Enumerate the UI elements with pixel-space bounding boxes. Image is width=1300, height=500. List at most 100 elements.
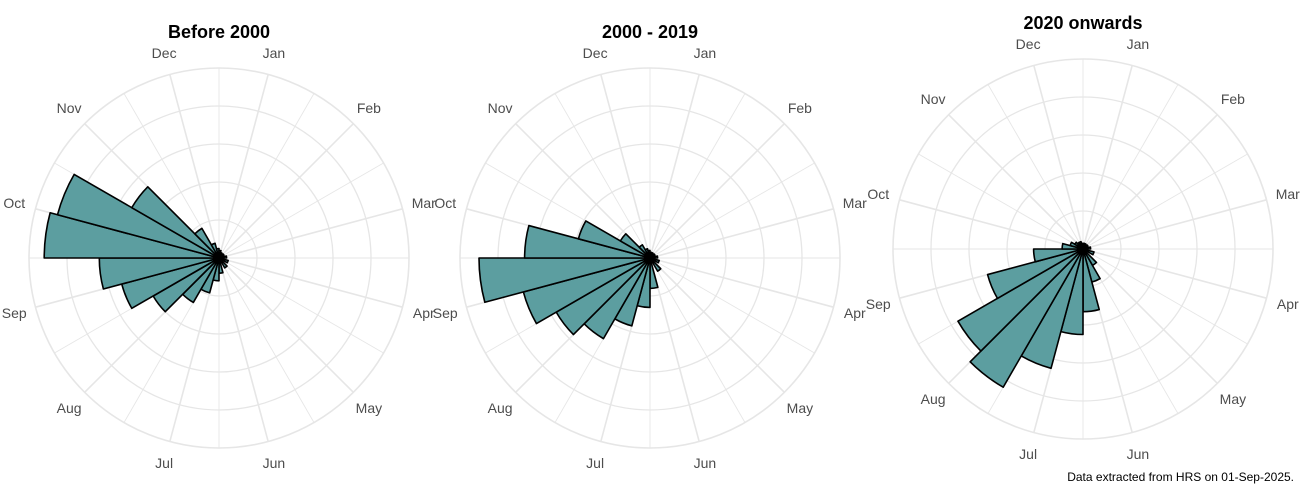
month-label-aug: Aug [57, 400, 82, 416]
bar-1-4 [218, 257, 228, 269]
grid-spoke-major [600, 74, 651, 259]
grid-spoke-minor [218, 257, 384, 354]
month-label-jun: Jun [1127, 446, 1150, 462]
grid-spoke-major [1082, 248, 1267, 299]
bar-3-11 [986, 248, 1084, 300]
grid-spoke-major [218, 257, 354, 393]
month-label-jul: Jul [586, 455, 604, 471]
month-label-sep: Sep [866, 296, 891, 312]
grid-spoke-minor [649, 257, 815, 354]
month-label-jan: Jan [694, 45, 717, 61]
bar-1-14 [130, 185, 220, 259]
month-label-jul: Jul [155, 455, 173, 471]
month-label-apr: Apr [844, 305, 866, 321]
bar-1-16 [210, 242, 220, 259]
month-label-may: May [1220, 391, 1246, 407]
data-source-note: Data extracted from HRS on 01-Sep-2025. [1067, 470, 1294, 484]
grid-spoke-minor [649, 257, 746, 423]
grid-spoke-major [218, 208, 403, 259]
bar-2-18 [649, 251, 653, 259]
grid-spoke-major [218, 74, 269, 259]
month-label-sep: Sep [2, 305, 27, 321]
month-label-mar: Mar [412, 195, 436, 211]
grid-spoke-major [1082, 199, 1267, 250]
month-label-sep: Sep [433, 305, 458, 321]
month-label-mar: Mar [843, 195, 867, 211]
bar-3-3 [1082, 248, 1095, 256]
polar-chart-3: Jan Feb Mar Apr May Jun Jul Aug Sep Oct Nov Dec 2020… [866, 13, 1300, 462]
chart-title-3: 2020 onwards [1023, 13, 1142, 33]
month-label-feb: Feb [357, 100, 381, 116]
month-label-oct: Oct [867, 186, 889, 202]
grid-spoke-major [649, 208, 834, 259]
bar-2-14 [619, 233, 651, 259]
month-label-nov: Nov [921, 91, 946, 107]
polar-chart-2: Jan Feb Mar Apr May Jun Jul Aug Sep Oct Nov Dec 2000… [433, 22, 867, 471]
grid-spoke-minor [218, 257, 315, 423]
month-label-may: May [787, 400, 813, 416]
month-label-apr: Apr [413, 305, 435, 321]
chart-title-2: 2000 - 2019 [602, 22, 698, 42]
polar-chart-1: Jan Feb Mar Apr May Jun Jul Aug Sep Oct Nov Dec Befo… [2, 22, 436, 471]
grid-spoke-major [649, 257, 785, 393]
grid-spoke-minor [554, 93, 651, 259]
bar-2-4 [649, 257, 662, 272]
grid-spoke-major [649, 123, 785, 259]
grid-spoke-major [899, 199, 1084, 250]
bar-1-2 [218, 255, 228, 259]
bar-1-18 [218, 249, 222, 259]
month-label-oct: Oct [3, 195, 25, 211]
grid-spoke-major [169, 74, 220, 259]
month-label-dec: Dec [1016, 36, 1041, 52]
bar-3-9 [969, 248, 1084, 389]
month-label-dec: Dec [152, 45, 177, 61]
grid-spoke-major [1082, 65, 1133, 250]
bar-2-11 [478, 257, 651, 304]
bar-1-15 [194, 227, 220, 259]
month-label-nov: Nov [488, 100, 513, 116]
grid-spoke-major [218, 257, 403, 308]
grid-spoke-minor [1082, 248, 1248, 345]
bar-1-13 [56, 173, 220, 259]
month-label-aug: Aug [921, 391, 946, 407]
month-label-aug: Aug [488, 400, 513, 416]
grid-spoke-major [1082, 114, 1218, 250]
grid-spoke-major [649, 74, 700, 259]
month-label-mar: Mar [1276, 186, 1300, 202]
grid-spoke-major [1033, 65, 1084, 250]
bar-3-10 [957, 248, 1084, 352]
month-label-feb: Feb [788, 100, 812, 116]
month-label-jun: Jun [263, 455, 286, 471]
month-label-oct: Oct [434, 195, 456, 211]
grid-spoke-major [948, 114, 1084, 250]
month-label-apr: Apr [1277, 296, 1299, 312]
grid-spoke-major [649, 257, 834, 308]
month-label-may: May [356, 400, 382, 416]
grid-spoke-minor [649, 93, 746, 259]
month-label-jan: Jan [1127, 36, 1150, 52]
month-label-jul: Jul [1019, 446, 1037, 462]
bar-2-13 [577, 220, 651, 259]
bar-3-2 [1082, 246, 1092, 250]
month-label-jun: Jun [694, 455, 717, 471]
chart-title-1: Before 2000 [168, 22, 270, 42]
grid-spoke-minor [218, 93, 315, 259]
grid-spoke-major [218, 257, 269, 442]
grid-spoke-major [218, 123, 354, 259]
grid-spoke-minor [1082, 84, 1179, 250]
grid-spoke-minor [987, 84, 1084, 250]
grid-spoke-major [1082, 248, 1218, 384]
bar-2-2 [649, 255, 659, 259]
grid-spoke-minor [649, 162, 815, 259]
grid-spoke-minor [218, 162, 384, 259]
month-label-jan: Jan [263, 45, 286, 61]
month-label-feb: Feb [1221, 91, 1245, 107]
grid-spoke-minor [1082, 153, 1248, 250]
bar-3-19 [1082, 242, 1086, 250]
month-label-nov: Nov [57, 100, 82, 116]
grid-spoke-minor [918, 153, 1084, 250]
bar-3-12 [1032, 248, 1084, 263]
grid-spoke-major [649, 257, 700, 442]
month-label-dec: Dec [583, 45, 608, 61]
